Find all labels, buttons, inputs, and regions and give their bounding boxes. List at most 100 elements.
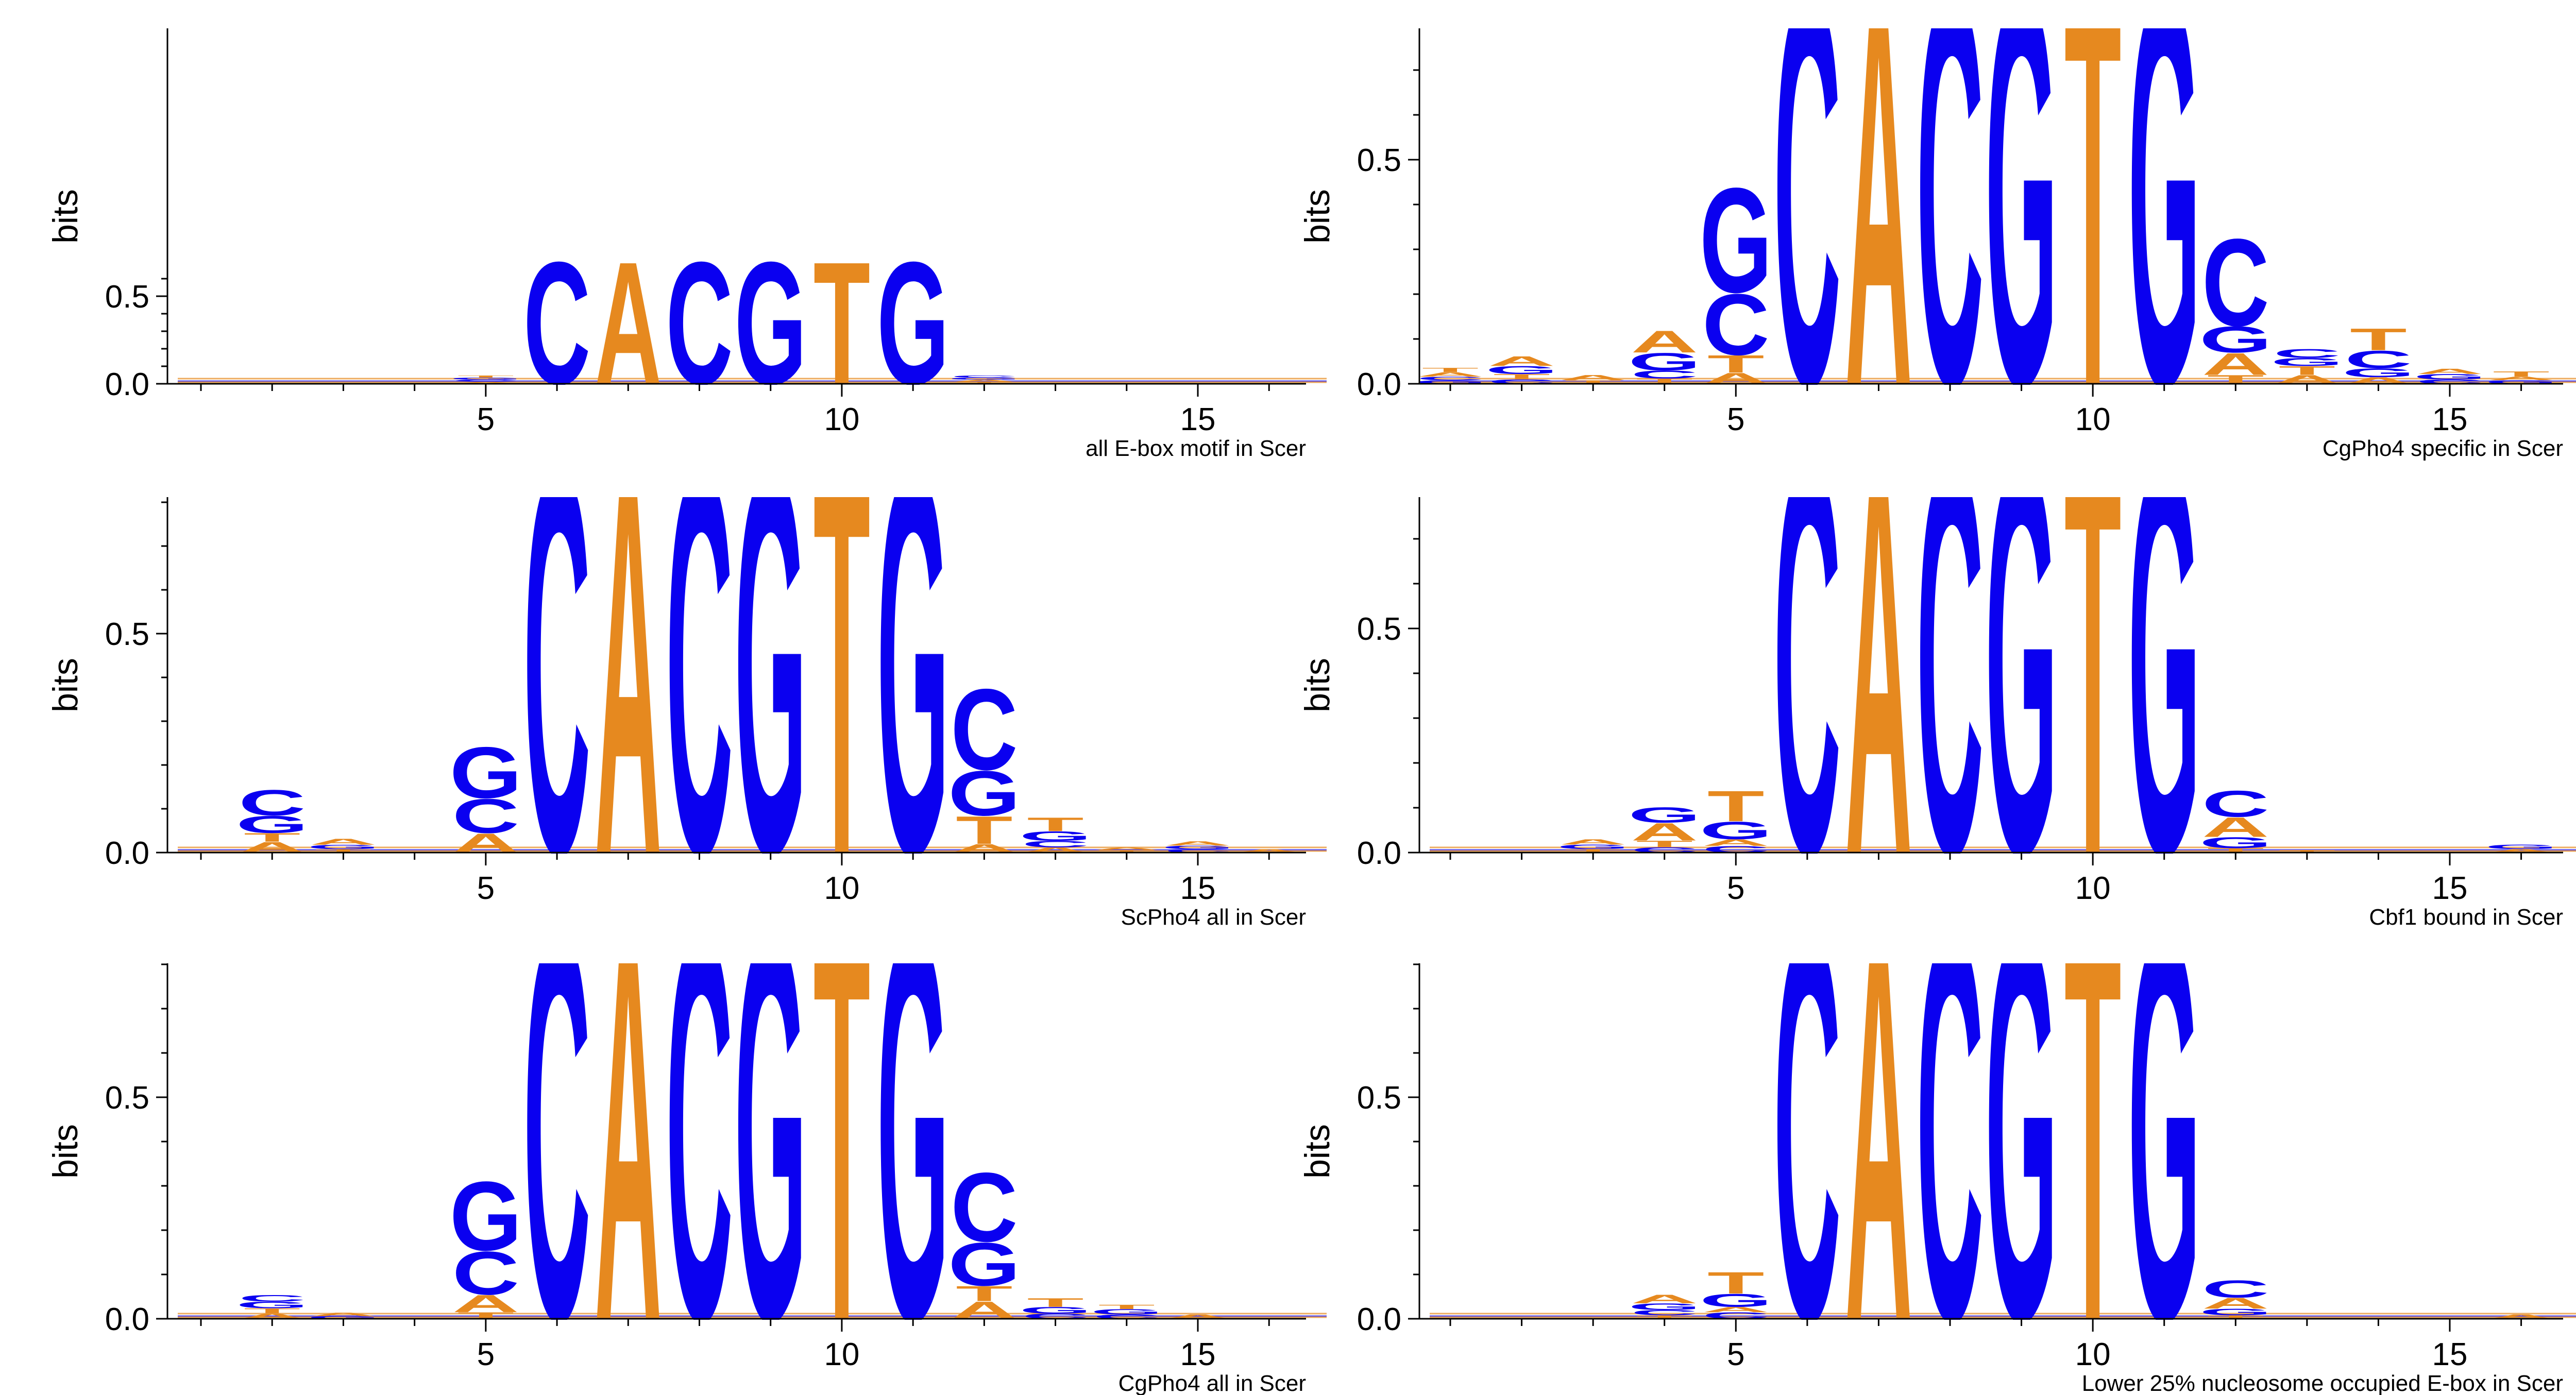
logo-letter-G-pos13: G <box>1019 1305 1091 1316</box>
baseline-lines <box>1430 378 2576 383</box>
logo-letter-A-pos15: A <box>1164 840 1231 847</box>
logo-letter-G-pos4: G <box>1628 348 1701 376</box>
logo-letter-A-pos7: A <box>1845 346 1912 972</box>
y-axis-label: bits <box>1298 658 1337 712</box>
logo-letter-T-pos14: T <box>1098 849 1155 854</box>
logo-letter-C-pos6: C <box>523 818 590 1395</box>
logo-letter-A-pos3: A <box>310 1312 377 1317</box>
logo-letter-C-pos1: C <box>1417 376 1484 381</box>
logo-letter-C-pos8: C <box>666 358 733 969</box>
logo-letter-G-pos2: G <box>236 1300 308 1310</box>
x-tick-label: 5 <box>477 402 495 437</box>
x-tick-label: 10 <box>824 402 859 437</box>
logo-letter-C-pos6: C <box>523 358 590 969</box>
logo-letter-T-pos10: T <box>814 818 870 1395</box>
baseline-lines <box>1430 1313 2576 1318</box>
logo-letter-C-pos6: C <box>1774 0 1841 503</box>
logo-letter-G-pos11: G <box>877 226 949 421</box>
logo-letter-A-pos2: A <box>239 839 306 856</box>
logo-letter-G-pos11: G <box>877 818 949 1395</box>
panel-caption: CgPho4 specific in Scer <box>2323 436 2563 461</box>
logo-letter-T-pos13: T <box>2279 364 2335 378</box>
logo-letter-G-pos9: G <box>1985 346 2058 972</box>
logo-letter-C-pos2: C <box>239 1293 306 1303</box>
logo-letter-C-pos8: C <box>1917 0 1984 503</box>
y-tick-label: 0.5 <box>1357 143 1401 178</box>
logo-letter-A-pos3: A <box>310 837 377 846</box>
logo-letter-G-pos5: G <box>1700 1290 1772 1311</box>
logo-letter-C-pos13: C <box>1022 1312 1089 1320</box>
logo-letter-T-pos5: T <box>1707 781 1765 830</box>
logo-letter-A-pos2: A <box>1488 353 1555 369</box>
logo-letter-A-pos16: A <box>2487 848 2555 854</box>
x-tick-label: 15 <box>1180 871 1216 906</box>
logo-letter-A-pos7: A <box>595 226 662 421</box>
logo-letter-G-pos2: G <box>236 811 308 838</box>
logo-letter-T-pos13: T <box>1027 1296 1083 1309</box>
x-tick-label: 10 <box>2075 871 2111 906</box>
y-axis-label: bits <box>1298 1124 1337 1179</box>
logo-letter-A-pos4: A <box>1631 818 1698 846</box>
logo-letter-C-pos13: C <box>2274 347 2341 361</box>
baseline-lines <box>178 846 1327 852</box>
logo-letter-T-pos5: T <box>1707 350 1765 378</box>
logo-letter-A-pos7: A <box>595 358 662 969</box>
logo-letter-A-pos16: A <box>2487 376 2555 381</box>
logo-letter-A-pos4: A <box>1631 324 1698 359</box>
logo-letter-G-pos5: G <box>450 1162 522 1271</box>
logo-letter-A-pos16: A <box>1235 848 1302 854</box>
logo-letter-T-pos12: T <box>956 381 1012 384</box>
panel-caption: ScPho4 all in Scer <box>1121 905 1306 930</box>
logo-letter-A-pos2: A <box>239 1312 306 1320</box>
logo-letter-A-pos12: A <box>2202 347 2269 382</box>
logo-letter-T-pos10: T <box>2064 0 2122 503</box>
logo-letter-T-pos5: T <box>1707 1266 1765 1300</box>
logo-letter-C-pos14: C <box>2345 346 2412 373</box>
y-tick-label: 0.0 <box>1357 836 1401 871</box>
logo-letter-A-pos1: A <box>1417 371 1484 378</box>
logo-letter-A-pos12: A <box>2202 812 2269 843</box>
logo-letter-A-pos14: A <box>2345 376 2412 386</box>
logo-letter-G-pos5: G <box>450 732 522 813</box>
logo-letter-G-pos9: G <box>735 818 807 1395</box>
x-tick-label: 15 <box>1180 402 1216 437</box>
y-tick-label: 0.5 <box>1357 1080 1401 1116</box>
logo-letter-A-pos5: A <box>452 381 519 384</box>
logo-letter-T-pos3: T <box>1565 379 1622 385</box>
y-tick-label: 0.0 <box>105 1302 149 1337</box>
logo-letter-T-pos13: T <box>1027 813 1083 835</box>
logo-letter-T-pos5: T <box>457 375 514 378</box>
logo-letter-A-pos12: A <box>951 1297 1018 1324</box>
logo-letter-C-pos8: C <box>1917 818 1984 1395</box>
logo-letter-C-pos6: C <box>1774 818 1841 1395</box>
logo-letter-G-pos5: G <box>1700 157 1772 324</box>
logo-letter-G-pos12: G <box>2199 1307 2272 1317</box>
logo-letter-T-pos3: T <box>1565 848 1622 854</box>
logo-letter-T-pos3: T <box>315 848 371 854</box>
logo-letter-A-pos3: A <box>1560 373 1627 382</box>
logo-letter-C-pos6: C <box>1774 346 1841 972</box>
logo-letter-C-pos5: C <box>452 789 519 843</box>
logo-letter-G-pos11: G <box>2128 818 2200 1395</box>
logo-letter-T-pos2: T <box>244 1307 300 1315</box>
logo-letter-C-pos5: C <box>1702 1311 1770 1321</box>
logo-letter-C-pos4: C <box>1631 1308 1698 1317</box>
logo-letter-A-pos4: A <box>1631 1292 1698 1306</box>
logo-letter-G-pos4: G <box>1628 803 1701 827</box>
logo-letter-G-pos5: G <box>1700 816 1772 844</box>
logo-letter-C-pos12: C <box>951 375 1018 378</box>
logo-letter-C-pos12: C <box>2202 783 2269 825</box>
x-tick-label: 10 <box>824 871 859 906</box>
x-tick-label: 10 <box>2075 1337 2111 1372</box>
y-axis-label: bits <box>46 658 85 712</box>
logo-letter-T-pos1: T <box>1422 367 1479 373</box>
y-tick-label: 0.0 <box>105 367 149 402</box>
baseline-lines <box>178 378 1327 383</box>
